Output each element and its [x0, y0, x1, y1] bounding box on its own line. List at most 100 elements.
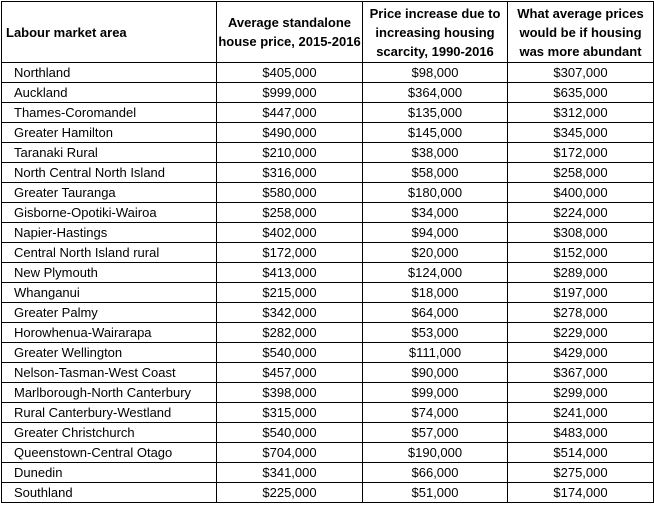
abundant-price-cell: $278,000 — [507, 302, 654, 323]
table-row: Rural Canterbury-Westland $315,000 $74,000… — [1, 402, 654, 423]
area-cell: Greater Wellington — [1, 342, 217, 363]
abundant-price-cell: $241,000 — [507, 402, 654, 423]
price-increase-cell: $90,000 — [362, 362, 508, 383]
area-cell: Greater Palmy — [1, 302, 217, 323]
table-row: Greater Hamilton $490,000 $145,000 $345,000 — [1, 122, 654, 143]
price-increase-cell: $64,000 — [362, 302, 508, 323]
area-cell: Taranaki Rural — [1, 142, 217, 163]
area-cell: Marlborough-North Canterbury — [1, 382, 217, 403]
price-increase-cell: $38,000 — [362, 142, 508, 163]
area-cell: Nelson-Tasman-West Coast — [1, 362, 217, 383]
average-price-cell: $490,000 — [216, 122, 363, 143]
table-row: Greater Wellington $540,000 $111,000 $429,0… — [1, 342, 654, 363]
abundant-price-cell: $307,000 — [507, 62, 654, 83]
price-increase-cell: $20,000 — [362, 242, 508, 263]
table-row: Marlborough-North Canterbury $398,000 $99,… — [1, 382, 654, 403]
average-price-cell: $580,000 — [216, 182, 363, 203]
area-cell: Thames-Coromandel — [1, 102, 217, 123]
price-increase-cell: $18,000 — [362, 282, 508, 303]
average-price-cell: $398,000 — [216, 382, 363, 403]
average-price-cell: $457,000 — [216, 362, 363, 383]
average-price-cell: $215,000 — [216, 282, 363, 303]
price-increase-cell: $111,000 — [362, 342, 508, 363]
abundant-price-cell: $172,000 — [507, 142, 654, 163]
table-row: Central North Island rural $172,000 $20,00… — [1, 242, 654, 263]
price-increase-cell: $58,000 — [362, 162, 508, 183]
table-row: Gisborne-Opotiki-Wairoa $258,000 $34,000 $2… — [1, 202, 654, 223]
table-row: Thames-Coromandel $447,000 $135,000 $312,00… — [1, 102, 654, 123]
table-row: Horowhenua-Wairarapa $282,000 $53,000 $229,… — [1, 322, 654, 343]
price-increase-cell: $51,000 — [362, 482, 508, 503]
abundant-price-cell: $400,000 — [507, 182, 654, 203]
abundant-price-cell: $224,000 — [507, 202, 654, 223]
abundant-price-cell: $312,000 — [507, 102, 654, 123]
price-increase-cell: $190,000 — [362, 442, 508, 463]
price-increase-cell: $135,000 — [362, 102, 508, 123]
average-price-cell: $225,000 — [216, 482, 363, 503]
area-cell: Whanganui — [1, 282, 217, 303]
abundant-price-cell: $152,000 — [507, 242, 654, 263]
abundant-price-cell: $635,000 — [507, 82, 654, 103]
abundant-price-cell: $345,000 — [507, 122, 654, 143]
area-cell: Greater Christchurch — [1, 422, 217, 443]
average-price-cell: $341,000 — [216, 462, 363, 483]
abundant-price-cell: $174,000 — [507, 482, 654, 503]
abundant-price-cell: $514,000 — [507, 442, 654, 463]
abundant-price-cell: $229,000 — [507, 322, 654, 343]
average-price-cell: $704,000 — [216, 442, 363, 463]
average-price-cell: $402,000 — [216, 222, 363, 243]
table-row: Napier-Hastings $402,000 $94,000 $308,000 — [1, 222, 654, 243]
average-price-cell: $172,000 — [216, 242, 363, 263]
table-row: Greater Christchurch $540,000 $57,000 $483,… — [1, 422, 654, 443]
table-row: Taranaki Rural $210,000 $38,000 $172,000 — [1, 142, 654, 163]
header-price-increase: Price increase due to increasing housing… — [362, 1, 508, 63]
abundant-price-cell: $483,000 — [507, 422, 654, 443]
area-cell: Gisborne-Opotiki-Wairoa — [1, 202, 217, 223]
average-price-cell: $258,000 — [216, 202, 363, 223]
price-increase-cell: $180,000 — [362, 182, 508, 203]
average-price-cell: $540,000 — [216, 422, 363, 443]
table-row: Greater Palmy $342,000 $64,000 $278,000 — [1, 302, 654, 323]
average-price-cell: $540,000 — [216, 342, 363, 363]
area-cell: Central North Island rural — [1, 242, 217, 263]
price-increase-cell: $124,000 — [362, 262, 508, 283]
area-cell: Rural Canterbury-Westland — [1, 402, 217, 423]
average-price-cell: $999,000 — [216, 82, 363, 103]
table-row: Queenstown-Central Otago $704,000 $190,000… — [1, 442, 654, 463]
price-increase-cell: $34,000 — [362, 202, 508, 223]
table-row: New Plymouth $413,000 $124,000 $289,000 — [1, 262, 654, 283]
area-cell: Auckland — [1, 82, 217, 103]
average-price-cell: $413,000 — [216, 262, 363, 283]
area-cell: Dunedin — [1, 462, 217, 483]
area-cell: Greater Hamilton — [1, 122, 217, 143]
area-cell: Greater Tauranga — [1, 182, 217, 203]
average-price-cell: $316,000 — [216, 162, 363, 183]
table-row: Nelson-Tasman-West Coast $457,000 $90,000 $… — [1, 362, 654, 383]
table-row: Greater Tauranga $580,000 $180,000 $400,000 — [1, 182, 654, 203]
abundant-price-cell: $289,000 — [507, 262, 654, 283]
average-price-cell: $282,000 — [216, 322, 363, 343]
price-increase-cell: $145,000 — [362, 122, 508, 143]
area-cell: Horowhenua-Wairarapa — [1, 322, 217, 343]
area-cell: Napier-Hastings — [1, 222, 217, 243]
price-increase-cell: $98,000 — [362, 62, 508, 83]
abundant-price-cell: $197,000 — [507, 282, 654, 303]
abundant-price-cell: $308,000 — [507, 222, 654, 243]
price-increase-cell: $66,000 — [362, 462, 508, 483]
abundant-price-cell: $299,000 — [507, 382, 654, 403]
table-row: North Central North Island $316,000 $58,00… — [1, 162, 654, 183]
header-row: Labour market area Average standalone ho… — [1, 1, 654, 63]
price-increase-cell: $53,000 — [362, 322, 508, 343]
average-price-cell: $210,000 — [216, 142, 363, 163]
average-price-cell: $315,000 — [216, 402, 363, 423]
price-increase-cell: $94,000 — [362, 222, 508, 243]
area-cell: Northland — [1, 62, 217, 83]
abundant-price-cell: $275,000 — [507, 462, 654, 483]
area-cell: New Plymouth — [1, 262, 217, 283]
abundant-price-cell: $429,000 — [507, 342, 654, 363]
table-body: Northland $405,000 $98,000 $307,000 Auckland… — [1, 62, 654, 503]
area-cell: North Central North Island — [1, 162, 217, 183]
price-increase-cell: $74,000 — [362, 402, 508, 423]
table-row: Auckland $999,000 $364,000 $635,000 — [1, 82, 654, 103]
